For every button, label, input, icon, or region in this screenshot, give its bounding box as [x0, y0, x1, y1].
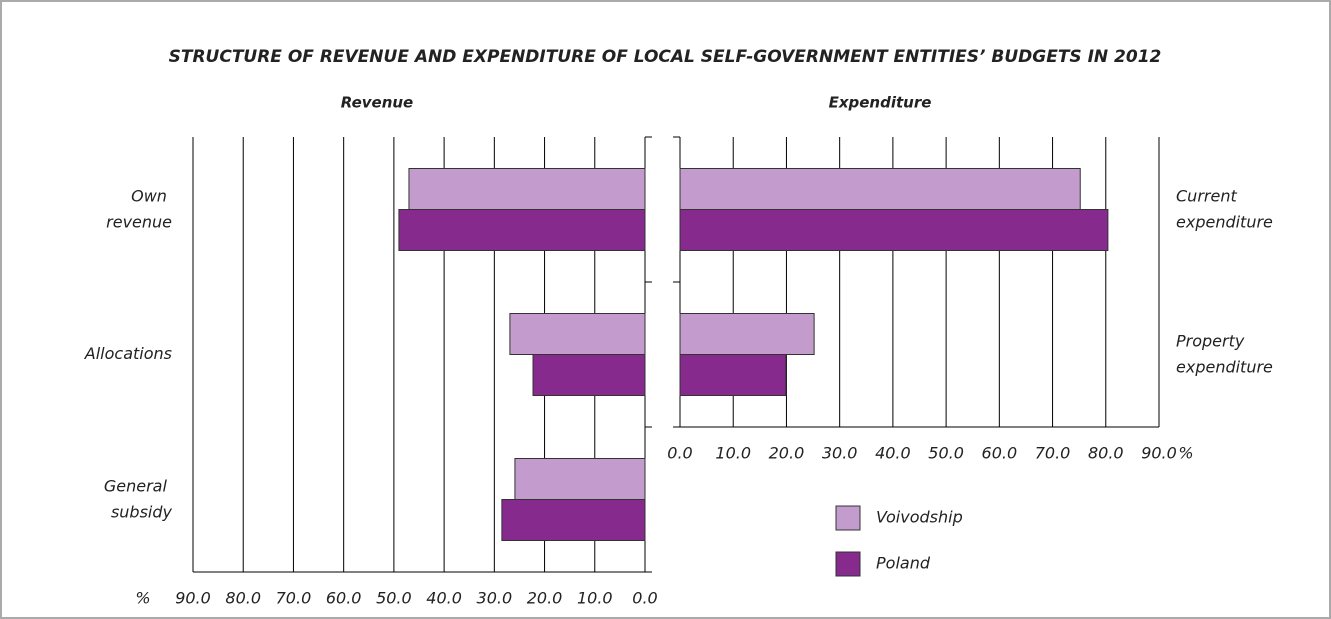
- bar: [514, 458, 646, 500]
- category-label: Current expenditure: [1176, 186, 1273, 231]
- x-tick-label: 90.0: [1141, 444, 1177, 463]
- chart-title: STRUCTURE OF REVENUE AND EXPENDITURE OF …: [169, 47, 1162, 67]
- legend-swatch: [835, 551, 861, 577]
- x-tick-label: 60.0: [982, 444, 1018, 463]
- x-tick-label: 50.0: [928, 444, 964, 463]
- bar: [679, 168, 1081, 210]
- bar: [679, 313, 815, 355]
- x-tick-label: 30.0: [822, 444, 858, 463]
- x-tick-label: 0.0: [667, 444, 692, 463]
- legend-label: Voivodship: [876, 508, 963, 527]
- x-tick-label: 10.0: [577, 589, 613, 608]
- bar: [501, 499, 646, 541]
- x-tick-label: 80.0: [225, 589, 261, 608]
- legend-label: Poland: [876, 554, 931, 573]
- x-tick-label: 40.0: [875, 444, 911, 463]
- x-axis-label: %: [135, 589, 150, 608]
- x-tick-label: 0.0: [632, 589, 657, 608]
- bar: [408, 168, 646, 210]
- x-tick-label: 20.0: [527, 589, 563, 608]
- bar: [679, 209, 1109, 251]
- x-tick-label: 50.0: [376, 589, 412, 608]
- x-tick-label: 30.0: [477, 589, 513, 608]
- x-tick-label: 90.0: [175, 589, 211, 608]
- x-tick-label: 70.0: [276, 589, 312, 608]
- category-label: Allocations: [84, 344, 172, 363]
- bar: [398, 209, 646, 251]
- bar: [509, 313, 646, 355]
- x-tick-label: 10.0: [715, 444, 751, 463]
- x-tick-label: 80.0: [1088, 444, 1124, 463]
- bar: [679, 354, 787, 396]
- panel-title: Revenue: [341, 94, 413, 112]
- x-tick-label: 40.0: [426, 589, 462, 608]
- panel-title: Expenditure: [829, 94, 932, 112]
- category-label: General subsidy: [104, 476, 173, 521]
- x-tick-label: 70.0: [1035, 444, 1071, 463]
- legend-swatch: [835, 505, 861, 531]
- x-tick-label: 60.0: [326, 589, 362, 608]
- category-label: Property expenditure: [1176, 331, 1273, 376]
- category-label: Own revenue: [106, 186, 172, 231]
- x-tick-label: 20.0: [769, 444, 805, 463]
- bar: [532, 354, 646, 396]
- x-axis-label: %: [1178, 444, 1193, 463]
